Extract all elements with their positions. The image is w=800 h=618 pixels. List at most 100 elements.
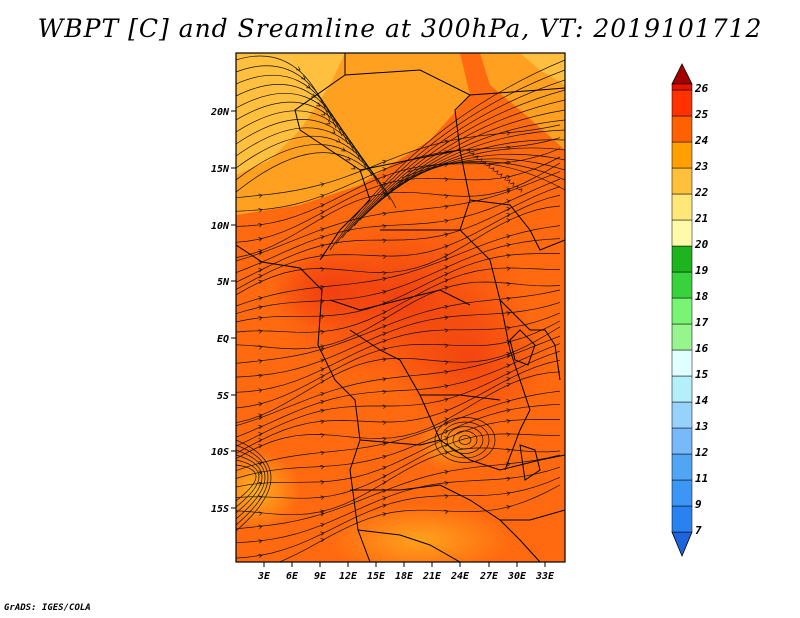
streamlines — [236, 55, 565, 562]
streamline-arrow — [258, 443, 263, 449]
streamline-arrow — [382, 331, 387, 336]
streamline — [329, 59, 565, 251]
colorbar-label: 24 — [694, 134, 709, 147]
streamline-arrow — [320, 367, 325, 372]
credit-text: GrADS: IGES/COLA — [4, 603, 91, 613]
streamline-arrow — [258, 432, 263, 437]
streamline-arrow — [444, 285, 449, 290]
streamline-arrow — [382, 182, 387, 187]
streamline — [236, 403, 561, 486]
streamline — [236, 74, 343, 137]
streamline-arrow — [506, 476, 511, 482]
streamline-arrow — [506, 376, 511, 382]
streamline-arrow — [382, 496, 387, 501]
streamline-arrow — [444, 450, 449, 455]
colorbar-segment — [671, 141, 693, 169]
lat-label: 15S — [211, 504, 229, 515]
streamline-arrow — [258, 279, 263, 284]
streamline-arrow — [258, 359, 263, 364]
colorbar-segment — [671, 323, 693, 351]
streamline-arrow — [506, 370, 511, 376]
streamline-arrow — [382, 159, 387, 165]
lat-label: 5S — [217, 391, 229, 402]
streamline-arrow — [444, 509, 449, 514]
streamline-arrow — [506, 296, 511, 302]
streamline-arrow — [382, 174, 387, 179]
colorbar-label: 15 — [695, 368, 709, 381]
streamline-arrow — [382, 389, 387, 395]
streamline — [236, 144, 391, 201]
streamline-arrow — [444, 417, 449, 422]
lat-label: EQ — [217, 334, 229, 345]
map-frame — [235, 52, 566, 563]
map-title: WBPT [C] and Sreamline at 300hPa, VT: 20… — [37, 14, 763, 43]
eddy-streamline — [452, 430, 478, 450]
streamline-arrow — [320, 379, 325, 384]
streamline — [236, 281, 561, 354]
streamline-arrow — [506, 419, 511, 424]
streamline-arrow — [382, 503, 387, 508]
colorbar: 7 9 11 12 13 14 15 16 17 18 19 20 21 22 … — [671, 63, 709, 558]
lon-label: 15E — [367, 571, 386, 582]
streamline-arrow — [486, 164, 491, 169]
streamline-arrow — [470, 152, 475, 157]
streamline-arrow — [320, 464, 325, 470]
streamline-arrow — [326, 120, 331, 125]
streamline-arrow — [506, 243, 511, 248]
streamline — [236, 464, 257, 502]
streamline — [236, 253, 560, 332]
streamline — [236, 439, 272, 532]
colorbar-segment — [671, 219, 693, 247]
streamline — [395, 158, 565, 185]
streamline-arrow — [382, 211, 387, 217]
streamline-arrow — [382, 420, 387, 425]
streamline-arrow — [320, 210, 325, 215]
streamline-arrow — [382, 276, 387, 282]
streamline-arrow — [320, 531, 325, 536]
streamline — [341, 79, 565, 239]
streamline-arrow — [382, 167, 387, 172]
colorbar-label: 26 — [694, 82, 709, 95]
streamline-arrow — [444, 360, 449, 365]
streamline-arrow — [498, 173, 503, 178]
colorbar-segment — [671, 401, 693, 429]
streamline-arrow — [444, 257, 449, 262]
streamline-arrow — [444, 384, 449, 389]
streamline-arrow — [506, 234, 511, 239]
colorbar-segment — [671, 427, 693, 455]
streamline — [236, 371, 561, 464]
streamline-arrow — [258, 237, 263, 242]
streamline — [236, 225, 561, 310]
streamline-arrow — [341, 147, 346, 152]
streamline-arrow — [506, 212, 511, 218]
colorbar-label: 9 — [695, 498, 702, 511]
streamline — [236, 124, 561, 200]
lon-label: 33E — [535, 571, 555, 582]
streamline-arrow — [258, 553, 263, 559]
lat-label: 5N — [217, 277, 230, 288]
streamline-arrow — [320, 227, 325, 232]
colorbar-label: 7 — [695, 524, 702, 537]
streamline-arrow — [444, 494, 449, 499]
streamline-arrow — [321, 111, 326, 116]
eddy-streamline — [440, 421, 490, 459]
streamline-arrow — [258, 470, 263, 475]
streamline — [236, 359, 561, 454]
streamline-arrow — [320, 203, 325, 208]
colorbar-segment — [671, 245, 693, 273]
streamline-arrow — [382, 347, 387, 352]
streamline-arrow — [444, 304, 449, 310]
eddy-streamline — [446, 426, 484, 454]
streamline-arrow — [382, 512, 387, 517]
streamline-arrow — [320, 314, 325, 319]
colorbar-segment — [671, 297, 693, 325]
colorbar-label: 14 — [695, 394, 709, 407]
streamline-arrow — [258, 539, 263, 544]
streamline-arrow — [320, 450, 325, 456]
streamline-arrow — [382, 377, 387, 382]
streamline — [401, 161, 565, 181]
colorbar-segment — [671, 375, 693, 403]
streamline-arrow — [518, 188, 523, 193]
streamline-arrow — [444, 265, 449, 270]
streamline-arrow — [482, 161, 487, 166]
